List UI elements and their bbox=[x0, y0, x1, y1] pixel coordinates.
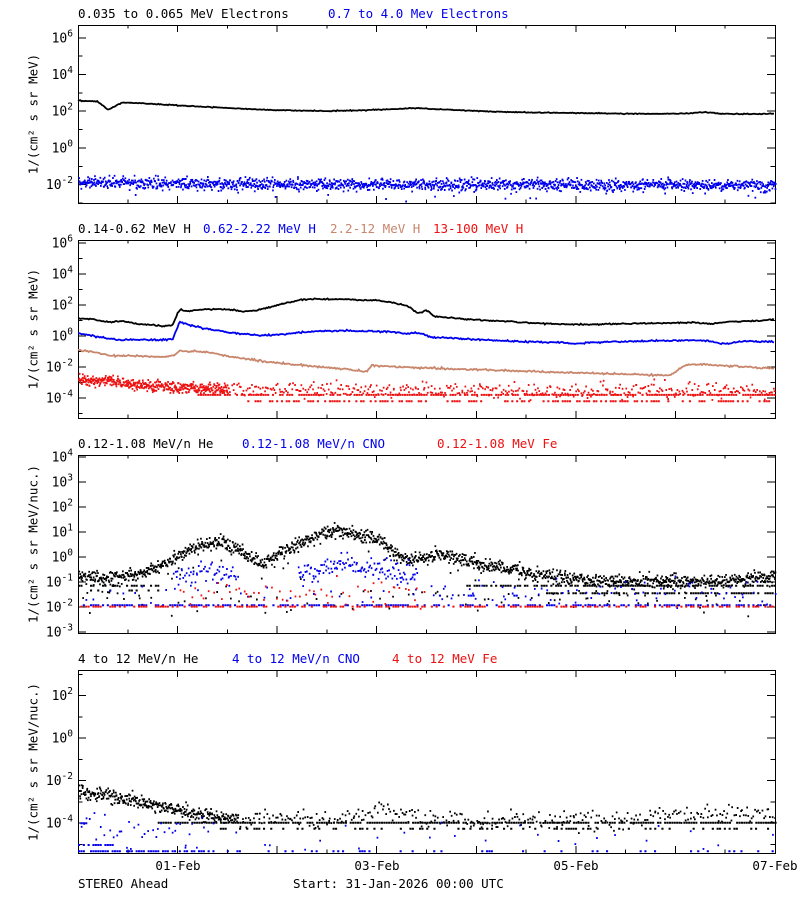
svg-text:10-2: 10-2 bbox=[46, 357, 73, 375]
series-title: 2.2-12 MeV H bbox=[330, 221, 421, 236]
series-title: 0.14-0.62 MeV H bbox=[78, 221, 191, 236]
svg-text:101: 101 bbox=[52, 522, 74, 540]
svg-text:100: 100 bbox=[52, 547, 74, 565]
svg-text:103: 103 bbox=[52, 473, 73, 491]
x-tick-label: 03-Feb bbox=[354, 858, 400, 873]
series-title: 4 to 12 MeV Fe bbox=[392, 651, 498, 666]
y-axis-label: 1/(cm² s sr MeV/nuc.) bbox=[25, 682, 41, 842]
start-time-label: Start: 31-Jan-2026 00:00 UTC bbox=[293, 876, 504, 891]
series-title: 13-100 MeV H bbox=[433, 221, 524, 236]
svg-text:104: 104 bbox=[52, 265, 74, 283]
svg-text:10-4: 10-4 bbox=[46, 388, 73, 406]
svg-text:104: 104 bbox=[52, 65, 74, 83]
svg-text:100: 100 bbox=[52, 138, 74, 156]
x-tick-label: 01-Feb bbox=[155, 858, 201, 873]
y-axis-label: 1/(cm² s sr MeV) bbox=[25, 268, 41, 390]
svg-text:106: 106 bbox=[52, 234, 74, 252]
series-title: 0.62-2.22 MeV H bbox=[203, 221, 316, 236]
x-tick-label: 07-Feb bbox=[752, 858, 798, 873]
svg-text:102: 102 bbox=[52, 296, 73, 314]
svg-text:102: 102 bbox=[52, 102, 73, 120]
svg-text:10-4: 10-4 bbox=[46, 814, 73, 832]
svg-text:102: 102 bbox=[52, 686, 73, 704]
series-title: 0.7 to 4.0 Mev Electrons bbox=[328, 6, 509, 21]
svg-text:106: 106 bbox=[52, 28, 74, 46]
spacecraft-label: STEREO Ahead bbox=[78, 876, 169, 891]
series-title: 0.035 to 0.065 MeV Electrons bbox=[78, 6, 289, 21]
y-axis-label: 1/(cm² s sr MeV/nuc.) bbox=[25, 464, 41, 624]
svg-text:10-1: 10-1 bbox=[46, 572, 73, 590]
series-title: 4 to 12 MeV/n He bbox=[78, 651, 199, 666]
y-axis-label: 1/(cm² s sr MeV) bbox=[25, 53, 41, 175]
series-title: 0.12-1.08 MeV Fe bbox=[437, 436, 558, 451]
x-tick-label: 05-Feb bbox=[553, 858, 599, 873]
svg-text:100: 100 bbox=[52, 729, 74, 747]
svg-text:104: 104 bbox=[52, 448, 74, 466]
series-title: 4 to 12 MeV/n CNO bbox=[232, 651, 360, 666]
svg-text:10-3: 10-3 bbox=[46, 622, 73, 640]
svg-text:102: 102 bbox=[52, 497, 73, 515]
series-title: 0.12-1.08 MeV/n He bbox=[78, 436, 214, 451]
svg-text:100: 100 bbox=[52, 327, 74, 345]
svg-text:10-2: 10-2 bbox=[46, 597, 73, 615]
series-title: 0.12-1.08 MeV/n CNO bbox=[242, 436, 385, 451]
svg-text:10-2: 10-2 bbox=[46, 175, 73, 193]
svg-text:10-2: 10-2 bbox=[46, 771, 73, 789]
